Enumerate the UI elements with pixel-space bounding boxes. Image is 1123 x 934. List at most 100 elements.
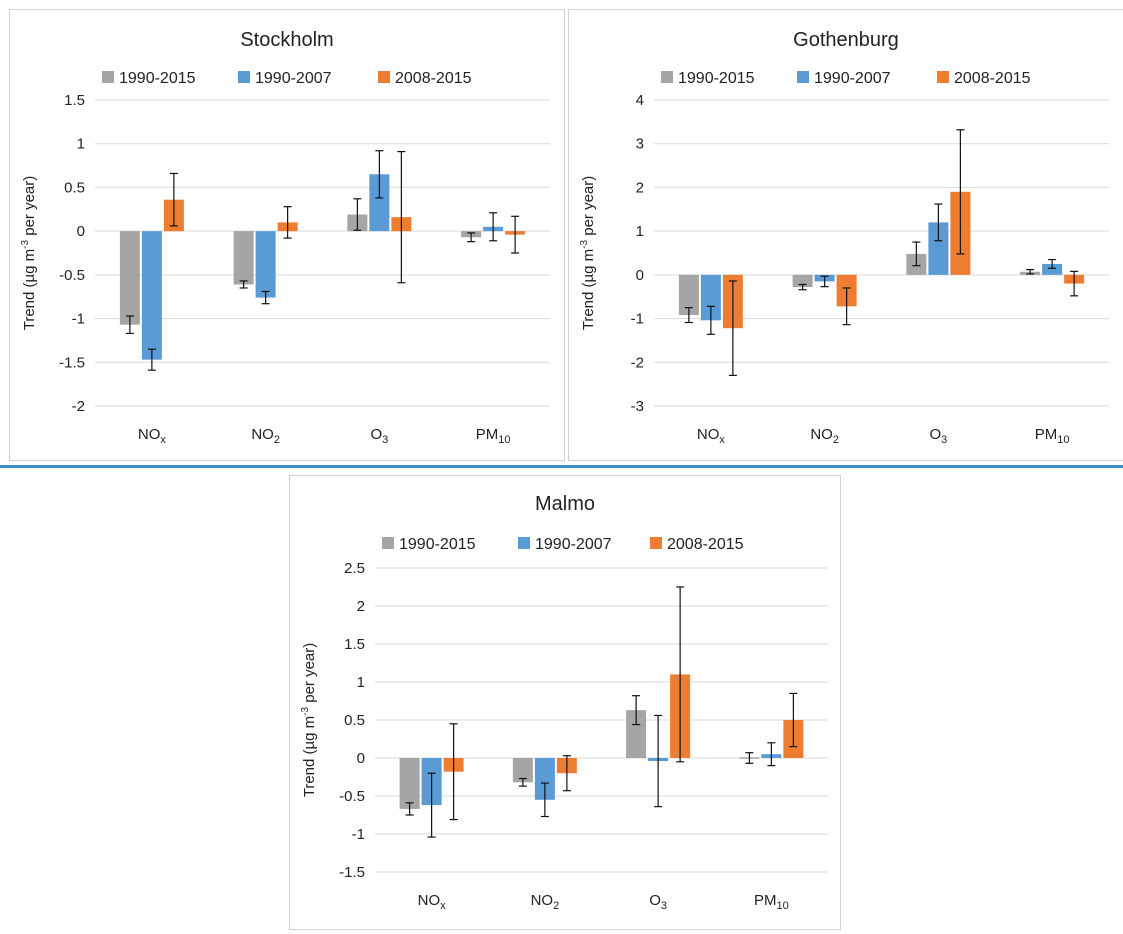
error-bar-1990-2007-pm10 (489, 212, 498, 242)
legend-swatch-1990-2007 (518, 537, 530, 549)
legend-label-2008-2015: 2008-2015 (395, 70, 472, 87)
y-tick-label: 2 (357, 598, 365, 615)
legend-swatch-2008-2015 (937, 71, 949, 83)
error-bar-2008-2015-pm10 (511, 215, 520, 254)
error-bar-2008-2015-nox (728, 280, 737, 376)
error-bar-1990-2007-nox (147, 348, 156, 371)
chart-title: Gothenburg (793, 29, 899, 51)
legend-label-1990-2007: 1990-2007 (814, 70, 891, 87)
y-tick-label: 1.5 (64, 92, 85, 109)
legend-swatch-1990-2015 (382, 537, 394, 549)
legend-label-1990-2015: 1990-2015 (399, 536, 476, 553)
bar-1990-2007-no2 (255, 231, 276, 298)
error-bar-2008-2015-o3 (676, 586, 685, 763)
y-tick-label: -3 (631, 398, 644, 415)
error-bar-2008-2015-pm10 (1070, 270, 1079, 297)
chart-panel-malmo: Malmo 1990-2015 1990-2007 2008-2015 2.5 2 1.5 1… (289, 475, 841, 930)
error-bar-1990-2015-o3 (353, 198, 362, 231)
y-tick-label: -1.5 (59, 354, 85, 371)
error-bar-1990-2007-o3 (654, 714, 663, 808)
y-tick-label: 3 (636, 136, 644, 153)
y-axis-title: Trend (µg m-3 per year) (20, 176, 38, 331)
error-bar-1990-2015-no2 (798, 283, 807, 291)
error-bar-1990-2007-o3 (934, 203, 943, 242)
y-axis-title: Trend (µg m-3 per year) (579, 176, 597, 331)
bar-1990-2007-o3 (928, 222, 949, 275)
y-tick-label: 1 (636, 223, 644, 240)
x-category-label: PM10 (754, 892, 789, 912)
error-bar-1990-2007-no2 (820, 275, 829, 288)
bar-1990-2015-nox (399, 758, 420, 809)
y-tick-label: 0.5 (64, 179, 85, 196)
bar-1990-2015-no2 (233, 231, 254, 285)
error-bar-1990-2015-no2 (239, 280, 248, 289)
y-tick-label: -0.5 (339, 788, 365, 805)
y-tick-label: -1.5 (339, 864, 365, 881)
error-bar-1990-2007-pm10 (1048, 258, 1057, 269)
legend-swatch-1990-2007 (238, 71, 250, 83)
bar-1990-2015-no2 (512, 758, 533, 783)
error-bar-1990-2015-o3 (912, 241, 921, 267)
y-tick-label: 2.5 (344, 560, 365, 577)
x-category-label: NO2 (251, 426, 280, 446)
legend-label-1990-2015: 1990-2015 (119, 70, 196, 87)
error-bar-1990-2007-no2 (261, 290, 270, 305)
chart-malmo: Malmo 1990-2015 1990-2007 2008-2015 2.5 2 1.5 1… (300, 493, 828, 912)
error-bar-2008-2015-nox (449, 723, 458, 821)
y-tick-label: -2 (72, 398, 85, 415)
x-category-label: NOx (138, 426, 167, 446)
error-bar-1990-2007-no2 (540, 782, 549, 818)
chart-panel-gothenburg: Gothenburg 1990-2015 1990-2007 2008-2015 4 3 2… (568, 9, 1123, 461)
error-bar-2008-2015-no2 (842, 287, 851, 326)
chart-panel-stockholm: Stockholm 1990-2015 1990-2007 2008-2015 1.5 1… (9, 9, 565, 461)
error-bar-2008-2015-o3 (397, 150, 406, 284)
bar-1990-2007-nox (141, 231, 162, 360)
legend-label-2008-2015: 2008-2015 (954, 70, 1031, 87)
error-bar-1990-2015-nox (125, 315, 134, 335)
x-category-label: NOx (697, 426, 726, 446)
y-tick-label: 2 (636, 179, 644, 196)
error-bar-1990-2015-pm10 (467, 232, 476, 243)
y-tick-label: 0 (357, 750, 365, 767)
bar-1990-2007-o3 (369, 174, 390, 232)
error-bar-1990-2007-nox (427, 772, 436, 838)
section-divider (0, 465, 1123, 468)
bar-1990-2007-no2 (534, 758, 555, 800)
y-axis-title: Trend (µg m-3 per year) (300, 643, 318, 798)
chart-gothenburg: Gothenburg 1990-2015 1990-2007 2008-2015 4 3 2… (579, 29, 1109, 446)
y-tick-label: -1 (72, 311, 85, 328)
error-bar-1990-2015-nox (684, 307, 693, 324)
y-tick-label: -1 (631, 311, 644, 328)
error-bar-1990-2015-pm10 (1026, 269, 1035, 275)
error-bar-1990-2007-o3 (375, 150, 384, 199)
error-bar-1990-2007-nox (706, 305, 715, 335)
x-category-label: NO2 (531, 892, 560, 912)
error-bar-1990-2007-pm10 (767, 742, 776, 767)
x-category-label: NOx (418, 892, 447, 912)
error-bar-1990-2015-pm10 (745, 752, 754, 764)
y-tick-label: 4 (636, 92, 644, 109)
legend-swatch-1990-2015 (661, 71, 673, 83)
error-bar-2008-2015-no2 (562, 755, 571, 792)
bar-1990-2015-nox (678, 274, 699, 316)
error-bar-1990-2015-o3 (632, 695, 641, 726)
y-tick-label: 1.5 (344, 636, 365, 653)
chart-title: Malmo (535, 493, 595, 515)
x-category-label: PM10 (476, 426, 511, 446)
legend-label-1990-2007: 1990-2007 (535, 536, 612, 553)
x-category-label: NO2 (810, 426, 839, 446)
error-bar-1990-2015-no2 (518, 777, 527, 787)
legend-label-1990-2015: 1990-2015 (678, 70, 755, 87)
legend-label-1990-2007: 1990-2007 (255, 70, 332, 87)
legend-swatch-2008-2015 (650, 537, 662, 549)
y-tick-label: 1 (77, 136, 85, 153)
bar-1990-2007-nox (700, 274, 721, 321)
bar-1990-2015-o3 (626, 710, 647, 758)
y-tick-label: -1 (352, 826, 365, 843)
x-category-label: PM10 (1035, 426, 1070, 446)
error-bar-1990-2015-nox (405, 802, 414, 816)
error-bar-2008-2015-o3 (956, 129, 965, 255)
y-tick-label: -2 (631, 354, 644, 371)
bar-1990-2007-pm10 (1042, 263, 1063, 275)
error-bar-2008-2015-nox (169, 172, 178, 227)
